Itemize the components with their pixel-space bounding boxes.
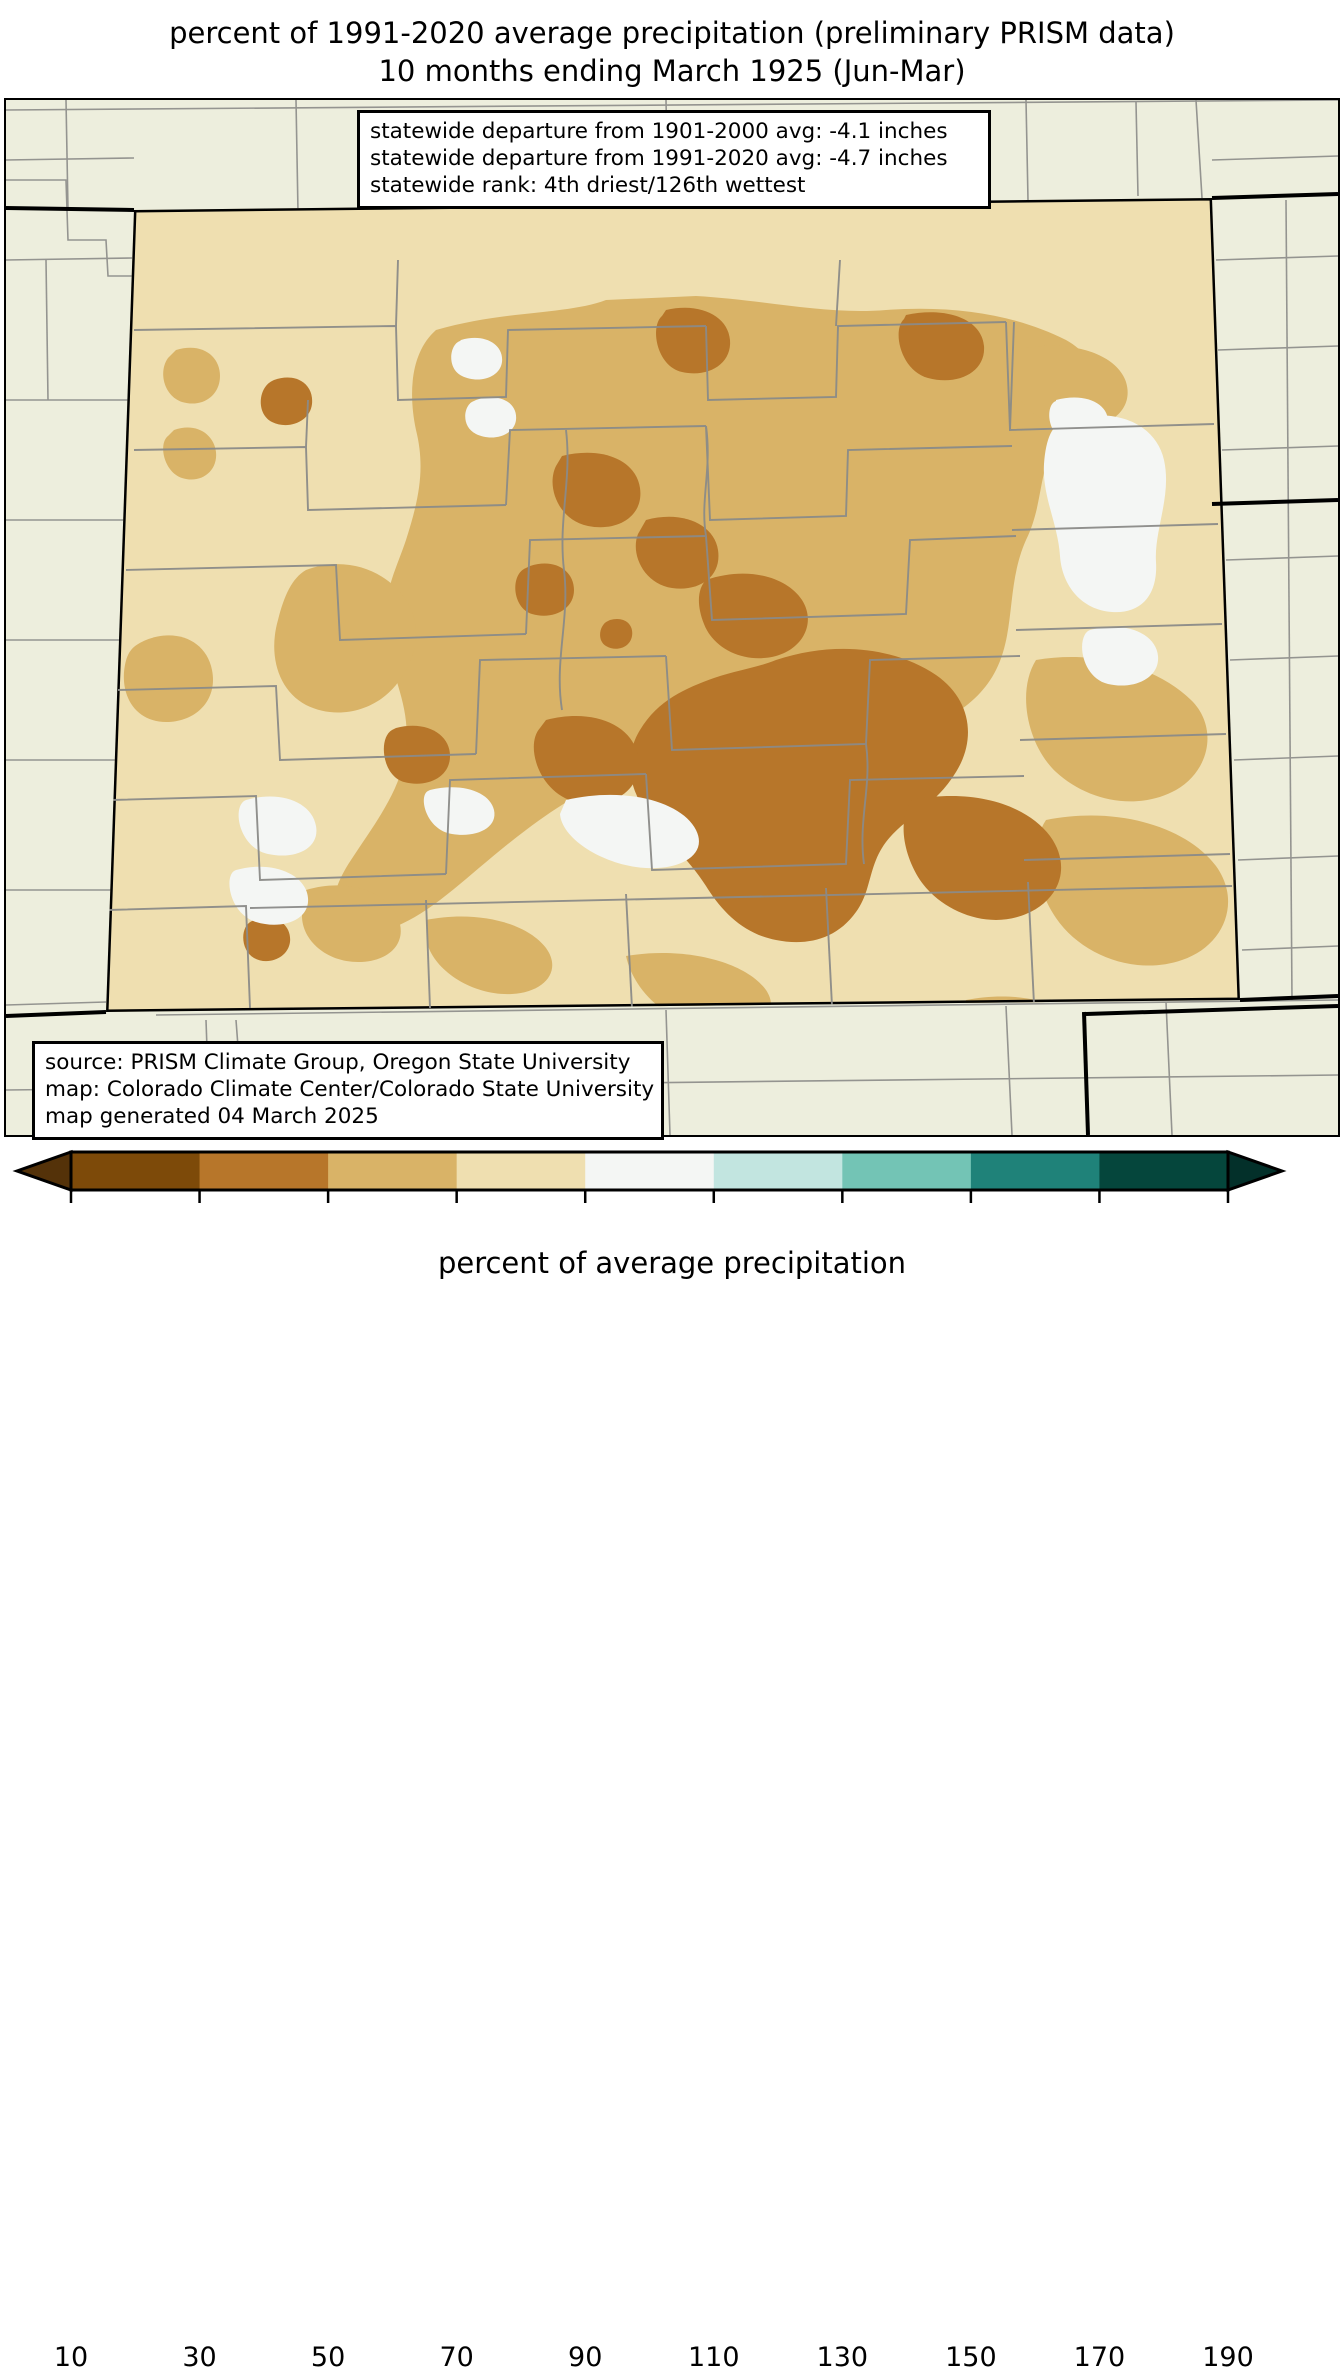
map-generated-line: map generated 04 March 2025 [45, 1104, 379, 1129]
colorbar-band-7 [970, 1152, 1101, 1190]
colorbar-tick-label-30: 30 [182, 2342, 217, 2373]
map-credit-line: map: Colorado Climate Center/Colorado St… [45, 1077, 655, 1102]
colorbar-band-2 [328, 1152, 458, 1190]
colorbar-ticks [69, 1189, 1230, 1203]
colorbar-tick-label-190: 190 [1202, 2342, 1254, 2373]
figure-title: percent of 1991-2020 average precipitati… [0, 14, 1344, 90]
figure-title-line-1: percent of 1991-2020 average precipitati… [169, 16, 1175, 50]
colorbar-band-0 [71, 1152, 201, 1190]
stat-departure-1991-2020: statewide departure from 1991-2020 avg: … [370, 146, 948, 171]
colorbar-band-6 [842, 1152, 972, 1190]
colorbar-under-arrow [12, 1149, 73, 1193]
colorbar-tick-label-170: 170 [1073, 2342, 1126, 2373]
colorbar-band-3 [456, 1152, 586, 1190]
source-textbox: source: PRISM Climate Group, Oregon Stat… [32, 1041, 664, 1140]
colorbar-tick-label-50: 50 [310, 2342, 346, 2373]
colorbar-tick-label-110: 110 [687, 2342, 740, 2373]
colorbar-tick-label-130: 130 [816, 2342, 869, 2373]
colorbar-band-5 [713, 1152, 843, 1190]
source-line: source: PRISM Climate Group, Oregon Stat… [45, 1050, 631, 1075]
colorado-interior [106, 198, 1240, 1012]
colorado-precipitation-map [6, 100, 1338, 1135]
colorbar-tick-label-90: 90 [568, 2342, 603, 2373]
band-90-110 [229, 337, 1167, 925]
colorbar-band-8 [1099, 1152, 1229, 1190]
stat-statewide-rank: statewide rank: 4th driest/126th wettest [370, 173, 806, 198]
colorbar-bands [12, 1149, 1287, 1193]
stat-departure-1901-2000: statewide departure from 1901-2000 avg: … [370, 119, 948, 144]
precipitation-map-figure: percent of 1991-2020 average precipitati… [0, 14, 1344, 2373]
neighbor-state-borders [6, 192, 1338, 1135]
colorbar-tick-label-70: 70 [439, 2342, 474, 2373]
colorbar-axis-label: percent of average precipitation [437, 1246, 907, 1280]
statistics-textbox: statewide departure from 1901-2000 avg: … [357, 110, 991, 209]
colorbar-over-arrow [1226, 1149, 1287, 1193]
map-panel [4, 98, 1340, 1137]
figure-title-line-2: 10 months ending March 1925 (Jun-Mar) [378, 54, 966, 88]
colorbar-band-4 [585, 1152, 715, 1190]
colorbar-tick-label-10: 10 [53, 2342, 89, 2373]
colorbar-band-1 [199, 1152, 329, 1190]
colorbar-tick-label-150: 150 [945, 2342, 997, 2373]
county-lines [107, 259, 1233, 1009]
colorbar-tick-labels: 10 30 50 70 90 110 130 150 170 190 [0, 2342, 1344, 2376]
colorbar-svg [12, 1149, 1287, 1203]
